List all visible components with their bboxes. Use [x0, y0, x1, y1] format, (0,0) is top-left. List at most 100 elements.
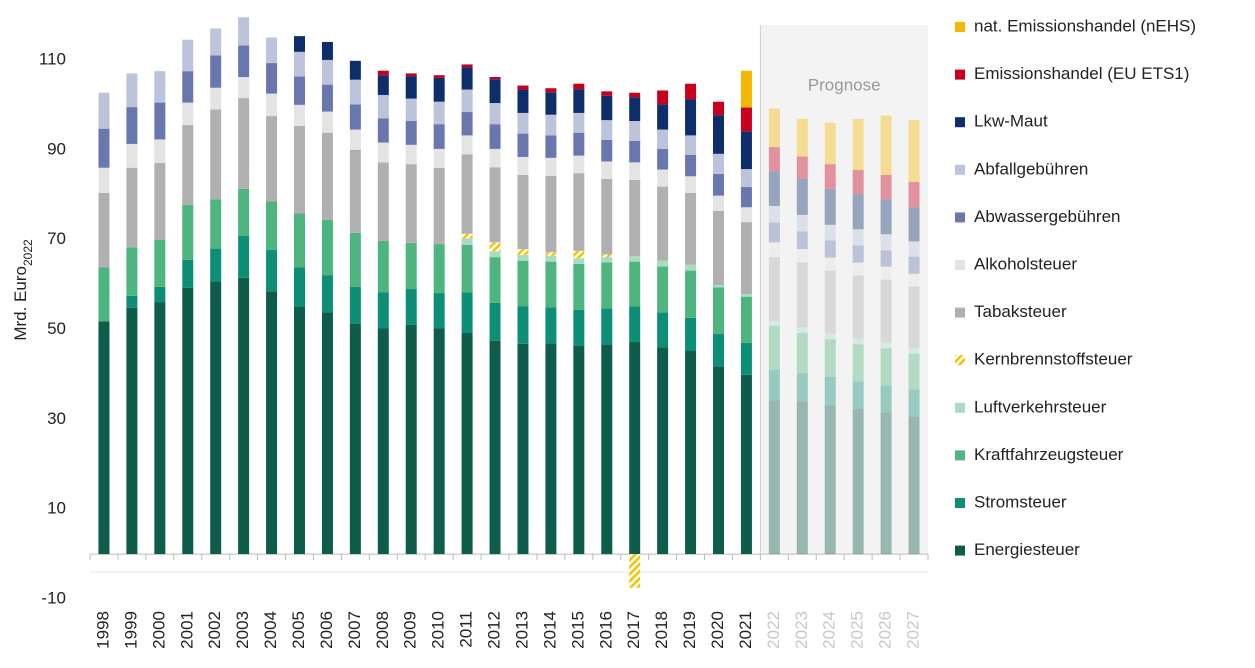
bar-segment [489, 302, 501, 341]
bar-segment [573, 258, 585, 264]
forecast-region [760, 25, 928, 555]
bar-segment [852, 245, 864, 263]
bar-segment [349, 60, 361, 80]
bar-segment [768, 369, 780, 401]
bar-segment [266, 291, 278, 555]
bar-segment [768, 147, 780, 172]
bar-segment [796, 214, 808, 232]
bar-segment [377, 142, 389, 163]
bar-segment [908, 207, 920, 242]
bar-segment [154, 239, 166, 287]
bar-segment [824, 240, 836, 258]
bar-segment [824, 224, 836, 241]
bar-segment [685, 317, 697, 351]
bar-segment [294, 125, 305, 214]
bar-segment [908, 182, 920, 208]
bar-segment [489, 103, 501, 125]
x-tick-label: 2003 [233, 611, 252, 649]
bar-segment [880, 199, 892, 235]
bar-segment [154, 302, 166, 555]
bar-segment [154, 139, 166, 163]
x-tick-label: 1998 [93, 611, 112, 649]
bar-segment [98, 321, 110, 555]
bar-segment [545, 343, 557, 555]
bar-segment [908, 256, 920, 274]
bar-segment [321, 111, 333, 133]
bar-segment [713, 366, 724, 555]
bar-segment [321, 84, 333, 112]
bar-segment [377, 240, 389, 293]
legend-swatch [955, 117, 965, 128]
bar-segment [545, 307, 557, 344]
legend-swatch [955, 355, 965, 366]
bar-segment [657, 266, 669, 313]
bar-segment [685, 176, 697, 193]
bar-segment [796, 118, 808, 157]
bar-segment [461, 332, 473, 555]
bar-segment [908, 416, 920, 555]
bar-segment [349, 104, 361, 130]
bar-segment [657, 347, 669, 555]
legend-label: Luftverkehrsteuer [974, 397, 1107, 416]
bar-segment [461, 135, 473, 155]
bar-segment [545, 261, 557, 308]
x-tick-label: 2018 [652, 611, 671, 649]
bar-segment [824, 339, 836, 378]
bar-segment [321, 312, 333, 555]
x-tick-label: 2027 [904, 611, 923, 649]
bar-segment [321, 275, 333, 313]
legend-swatch [955, 450, 965, 461]
bar-segment [629, 92, 641, 98]
bar-segment [824, 122, 836, 165]
bar-segment [573, 83, 585, 90]
bar-segment [740, 107, 752, 132]
bar-segment [713, 115, 724, 154]
bar-segment [321, 219, 333, 276]
bar-segment [182, 287, 194, 555]
x-tick-label: 2006 [317, 611, 336, 649]
bar-segment [489, 148, 501, 168]
bar-segment [601, 120, 613, 140]
bar-segment [685, 154, 697, 177]
y-tick-label: 50 [47, 319, 66, 338]
bar-segment [740, 207, 752, 223]
x-tick-label: 2016 [596, 611, 615, 649]
bar-segment [461, 154, 473, 234]
bar-segment [154, 71, 166, 103]
bar-segment [852, 381, 864, 409]
bar-segment [238, 45, 250, 77]
bar-segment [405, 164, 417, 243]
bar-segment [824, 377, 836, 406]
bar-segment [657, 169, 669, 187]
bar-segment [433, 167, 445, 245]
x-tick-label: 2010 [429, 611, 448, 649]
bar-segment [98, 192, 110, 268]
bar-segment [238, 98, 250, 189]
legend-swatch [955, 164, 965, 175]
bar-segment [238, 76, 250, 99]
bar-segment [629, 256, 641, 262]
x-tick-label: 2009 [401, 611, 420, 649]
bar-segment [545, 175, 557, 253]
y-tick-label: 90 [47, 139, 66, 158]
bar-segment [433, 124, 445, 149]
bar-segment [154, 286, 166, 303]
bar-segment [154, 162, 166, 240]
bar-segment [685, 192, 697, 265]
bar-segment [880, 385, 892, 413]
bar-segment [796, 156, 808, 179]
bar-segment [880, 115, 892, 175]
bar-segment [489, 251, 501, 258]
bar-segment [349, 149, 361, 233]
bar-segment [740, 374, 752, 555]
bar-segment [545, 252, 557, 256]
bar-segment [685, 83, 697, 100]
bar-segment [768, 321, 780, 326]
legend-label: Abwassergebühren [974, 207, 1120, 226]
bar-segment [713, 333, 724, 367]
bar-segment [573, 263, 585, 310]
bar-segment [908, 389, 920, 417]
bar-segment [713, 174, 724, 196]
bar-segment [713, 284, 724, 288]
